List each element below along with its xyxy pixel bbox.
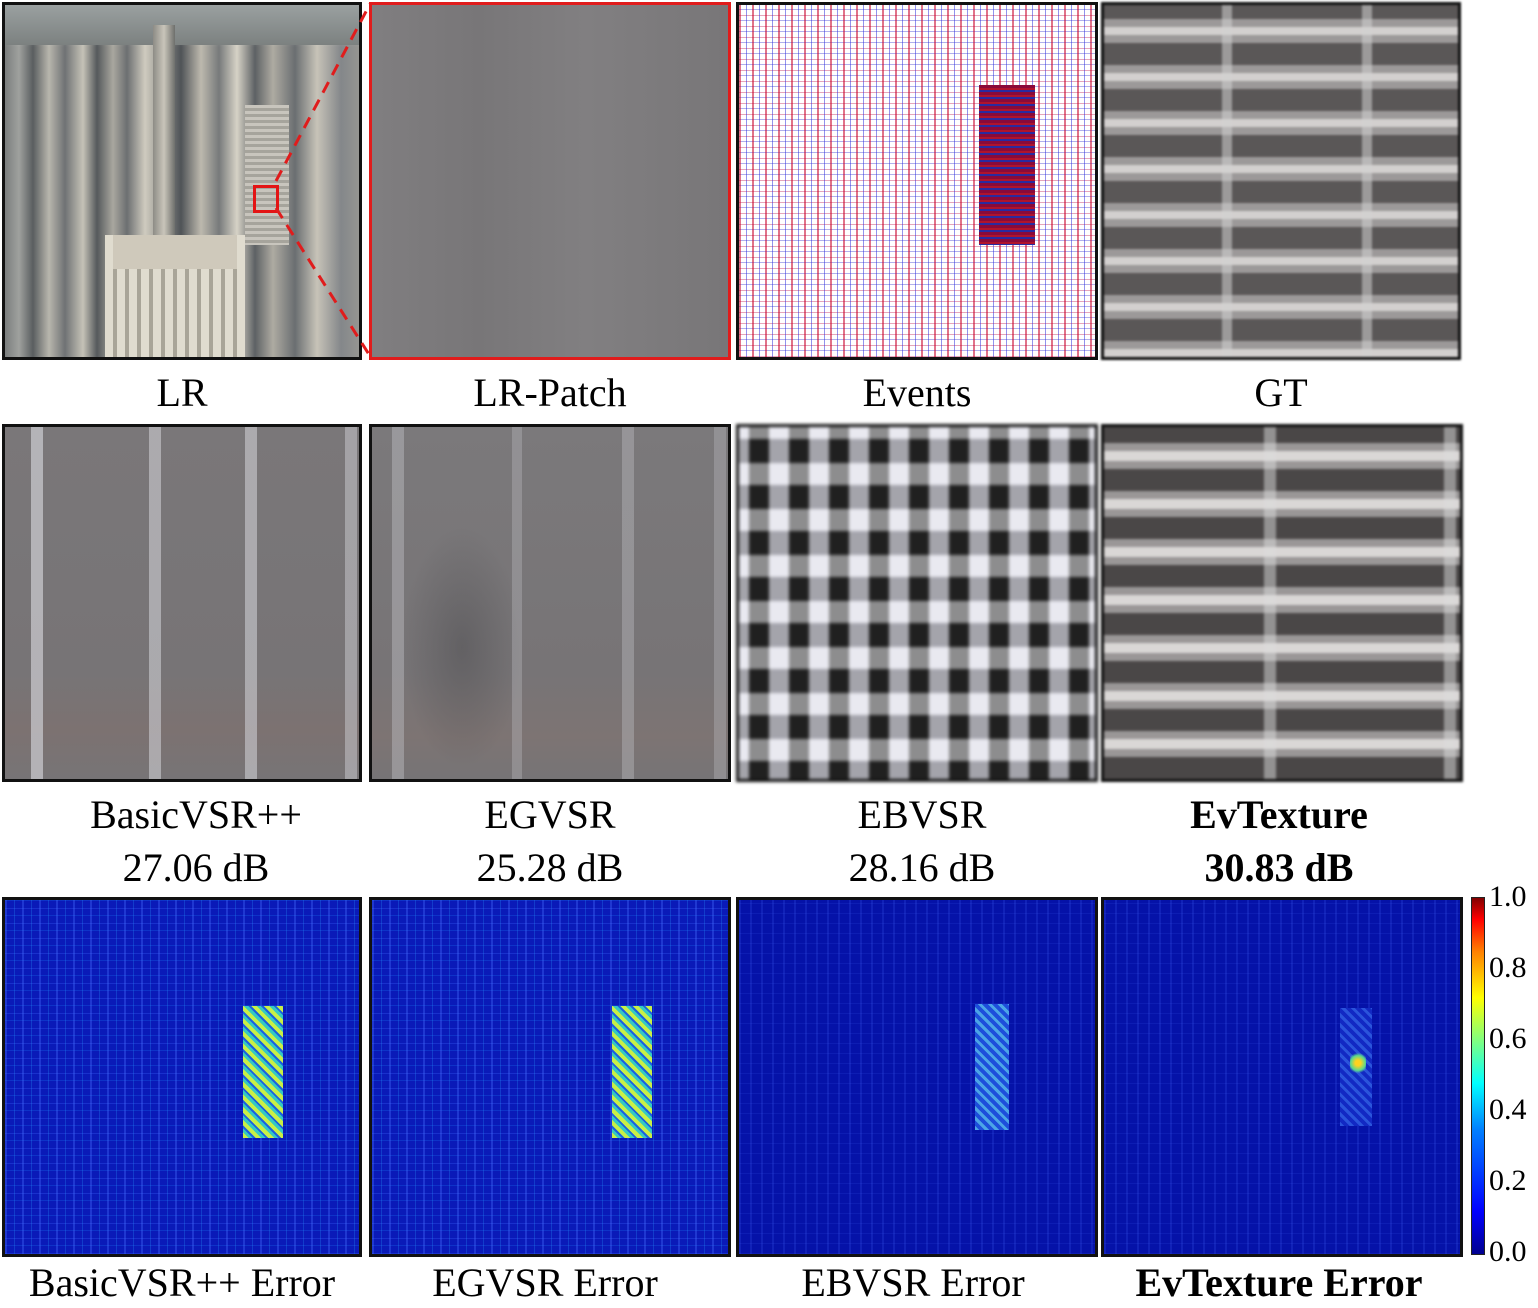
lr-tower bbox=[153, 25, 175, 265]
evtexture-output-image bbox=[1101, 424, 1463, 782]
caption-ebvsr-error: EBVSR Error bbox=[801, 1260, 1025, 1305]
gt-image bbox=[1101, 2, 1461, 360]
caption-basicvsr-name: BasicVSR++ bbox=[90, 792, 302, 837]
basicvsr-output-image bbox=[2, 424, 362, 782]
caption-gt: GT bbox=[1254, 370, 1308, 415]
error-hotspot bbox=[612, 1006, 652, 1138]
caption-evtexture-psnr: 30.83 dB bbox=[1204, 845, 1354, 890]
error-hotspot bbox=[1340, 1008, 1372, 1126]
caption-ebvsr-name: EBVSR bbox=[857, 792, 987, 837]
error-colorbar bbox=[1471, 897, 1485, 1255]
egvsr-error-map bbox=[369, 897, 731, 1257]
egvsr-output-image bbox=[369, 424, 731, 782]
error-hotspot bbox=[975, 1004, 1009, 1130]
colorbar-tick-0-8: 0.8 bbox=[1489, 951, 1527, 984]
lr-patch-image bbox=[369, 2, 731, 360]
caption-lr-patch: LR-Patch bbox=[473, 370, 627, 415]
error-hotspot bbox=[243, 1006, 283, 1138]
caption-ebvsr-psnr: 28.16 dB bbox=[848, 845, 996, 890]
colorbar-tick-1-0: 1.0 bbox=[1489, 880, 1527, 913]
lr-sky bbox=[5, 5, 359, 45]
error-peak-spot bbox=[1350, 1052, 1366, 1074]
events-image bbox=[736, 2, 1098, 360]
lr-patch-selection-box bbox=[253, 185, 279, 213]
basicvsr-error-map bbox=[2, 897, 362, 1257]
caption-basicvsr-psnr: 27.06 dB bbox=[122, 845, 270, 890]
evtexture-error-map bbox=[1101, 897, 1463, 1257]
ebvsr-output-image bbox=[736, 424, 1098, 782]
caption-evtexture-name: EvTexture bbox=[1190, 792, 1368, 837]
caption-lr: LR bbox=[156, 370, 208, 415]
colorbar-tick-0-0: 0.0 bbox=[1489, 1235, 1527, 1268]
lr-building-roof bbox=[113, 235, 237, 269]
colorbar-tick-0-6: 0.6 bbox=[1489, 1022, 1527, 1055]
lr-target-building bbox=[245, 105, 289, 245]
caption-basicvsr-error: BasicVSR++ Error bbox=[28, 1260, 336, 1305]
caption-events: Events bbox=[862, 370, 972, 415]
lr-image bbox=[2, 2, 362, 360]
caption-egvsr-name: EGVSR bbox=[484, 792, 616, 837]
caption-egvsr-error: EGVSR Error bbox=[432, 1260, 658, 1305]
colorbar-tick-0-2: 0.2 bbox=[1489, 1164, 1527, 1197]
caption-egvsr-psnr: 25.28 dB bbox=[476, 845, 624, 890]
caption-evtexture-error: EvTexture Error bbox=[1135, 1260, 1423, 1305]
colorbar-tick-0-4: 0.4 bbox=[1489, 1093, 1527, 1126]
events-dense-region bbox=[979, 85, 1035, 245]
ebvsr-error-map bbox=[736, 897, 1098, 1257]
